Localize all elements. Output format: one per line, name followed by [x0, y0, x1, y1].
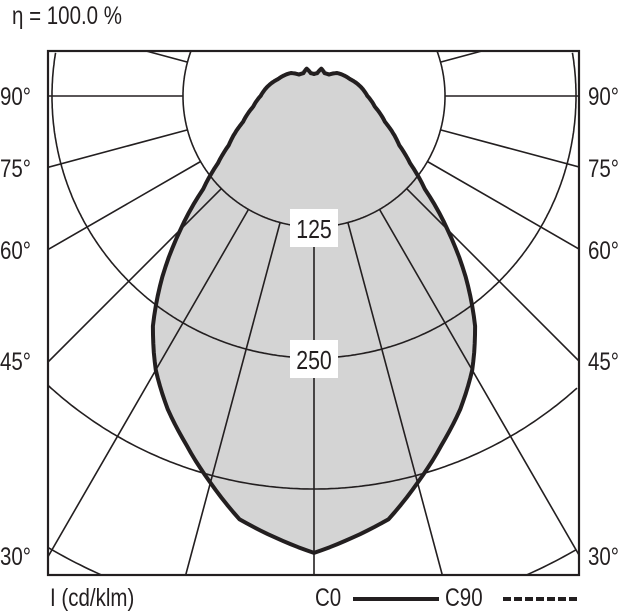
chart-title: η = 100.0 % [12, 2, 122, 30]
angle-label-right-30: 30° [588, 543, 620, 571]
radial-grid-circle-250 [51, 52, 577, 359]
angle-label-right-90: 90° [588, 83, 620, 111]
angle-grid-line-right-45 [406, 188, 579, 362]
angle-label-left-75: 75° [0, 155, 32, 183]
angle-label-left-60: 60° [0, 237, 32, 265]
angle-label-right-75: 75° [588, 155, 620, 183]
angle-label-right-60: 60° [588, 237, 620, 265]
angle-grid-line-right-60 [427, 160, 579, 250]
angle-label-left-30: 30° [0, 543, 32, 571]
legend-c0-label: C0 [315, 584, 342, 612]
angle-grid-line-left-15 [184, 222, 281, 575]
angle-grid-line-right-105 [440, 51, 483, 63]
c0-curve-line [150, 66, 478, 555]
radial-grid-circle-500 [48, 546, 577, 575]
legend-c0-solid-line [353, 597, 439, 601]
chart-frame [46, 49, 581, 577]
unit-label: I (cd/klm) [50, 584, 135, 612]
legend-c90-dashed-line [503, 597, 577, 601]
radial-tick-label-bg [290, 340, 338, 378]
radial-tick-label-bg [290, 209, 338, 247]
angle-grid-line-left-105 [145, 51, 188, 63]
angle-grid-line-left-60 [48, 160, 201, 251]
radial-grid-circle-375 [48, 385, 578, 490]
angle-grid-line-left-30 [48, 209, 250, 558]
angle-grid-line-right-30 [378, 209, 579, 556]
angle-grid-line-left-45 [48, 188, 222, 363]
angle-grid-line-left-75 [48, 129, 188, 169]
radial-grid-circle-125 [182, 51, 446, 228]
angle-label-left-90: 90° [0, 83, 32, 111]
legend-c90-label: C90 [445, 584, 483, 612]
angle-label-left-45: 45° [0, 348, 32, 376]
radial-tick-label-125: 125 [296, 215, 332, 245]
angle-label-right-45: 45° [588, 348, 620, 376]
angle-grid-line-right-75 [440, 129, 579, 168]
angle-grid-line-right-15 [347, 222, 444, 575]
radial-tick-label-250: 250 [296, 346, 332, 376]
